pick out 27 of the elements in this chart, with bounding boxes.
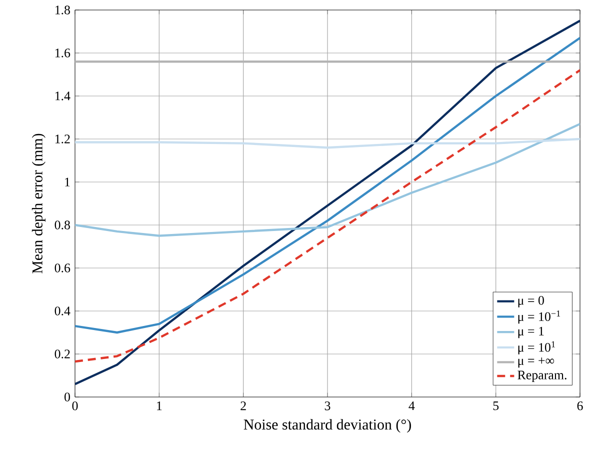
legend-label: Reparam.	[518, 370, 566, 382]
legend-label: μ = 1	[518, 326, 544, 338]
x-tick-label: 3	[324, 402, 330, 410]
y-tick-label: 1	[65, 178, 70, 186]
x-tick-label: 6	[577, 402, 583, 410]
y-tick-label: 0.2	[54, 350, 70, 358]
line-series	[75, 122, 580, 237]
x-tick-label: 0	[72, 402, 78, 410]
y-tick-label: 0	[64, 392, 70, 402]
x-tick-label: 1	[157, 402, 162, 410]
y-tick-label: 0.8	[54, 220, 70, 230]
y-axis-title: Mean depth error (mm)	[32, 134, 46, 274]
legend-label: μ = 10$^{1}$	[518, 341, 555, 354]
x-tick-label: 2	[240, 402, 246, 410]
x-tick-label: 4	[408, 402, 415, 410]
x-tick-label: 5	[493, 402, 499, 410]
y-tick-label: 0.4	[54, 306, 70, 316]
y-tick-label: 1.2	[55, 134, 70, 144]
y-tick-label: 1.6	[55, 48, 70, 58]
y-tick-label: 0.6	[54, 264, 70, 272]
x-axis-title: Noise standard deviation (°)	[244, 419, 411, 433]
legend-label: μ = +∞	[518, 358, 554, 368]
legend-label: μ = 10$^{−1}$	[518, 310, 560, 324]
line-series	[75, 20, 580, 386]
legend-label: μ = 0	[518, 296, 544, 308]
y-tick-label: 1.8	[55, 6, 70, 14]
y-tick-label: 1.4	[55, 92, 70, 100]
